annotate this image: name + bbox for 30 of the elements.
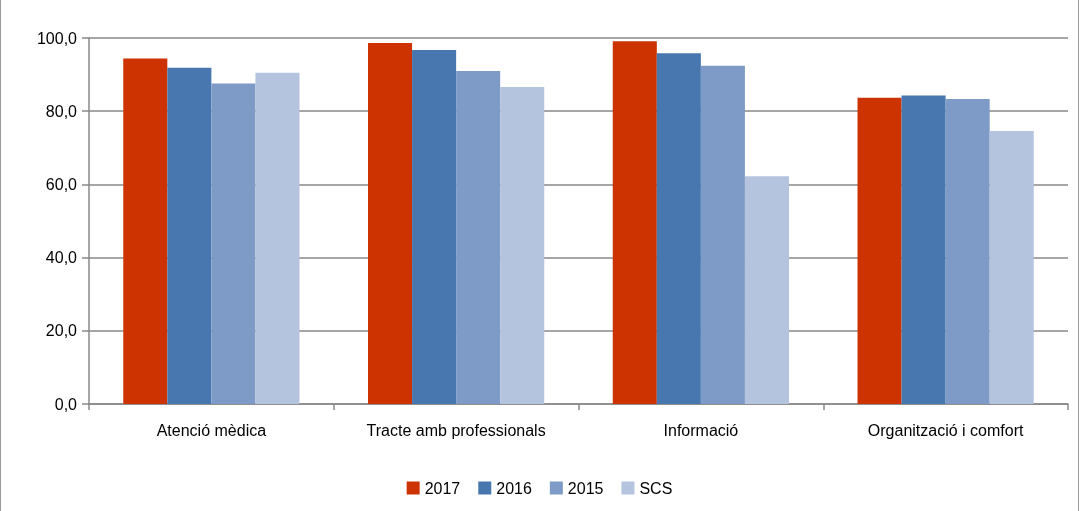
legend-label: 2016 bbox=[496, 479, 532, 497]
bar bbox=[612, 41, 657, 404]
x-tick-label: Informació bbox=[663, 421, 739, 439]
bar bbox=[167, 67, 212, 404]
bar bbox=[211, 83, 256, 404]
x-tick-label: Organització i comfort bbox=[867, 421, 1024, 439]
y-tick-label: 40,0 bbox=[45, 249, 78, 267]
bar bbox=[412, 50, 457, 404]
bar bbox=[123, 58, 168, 404]
legend-label: SCS bbox=[639, 479, 673, 497]
x-tick-label: Atenció mèdica bbox=[156, 421, 267, 439]
bar bbox=[500, 87, 545, 404]
legend-label: 2015 bbox=[567, 479, 604, 497]
bar bbox=[656, 53, 701, 404]
y-tick-label: 60,0 bbox=[45, 175, 78, 193]
bar bbox=[901, 95, 946, 404]
y-tick-label: 100,0 bbox=[36, 29, 78, 47]
bar bbox=[368, 43, 413, 404]
bar bbox=[255, 72, 300, 404]
bar bbox=[857, 97, 902, 404]
bar bbox=[989, 130, 1034, 404]
legend-label: 2017 bbox=[424, 479, 461, 497]
y-tick-label: 80,0 bbox=[45, 102, 78, 120]
bar bbox=[945, 99, 990, 404]
bar bbox=[456, 70, 501, 404]
y-tick-label: 20,0 bbox=[45, 322, 78, 340]
x-tick-label: Tracte amb professionals bbox=[366, 421, 546, 439]
bar bbox=[744, 176, 789, 404]
bar bbox=[700, 65, 745, 404]
y-tick-label: 0,0 bbox=[54, 395, 78, 413]
